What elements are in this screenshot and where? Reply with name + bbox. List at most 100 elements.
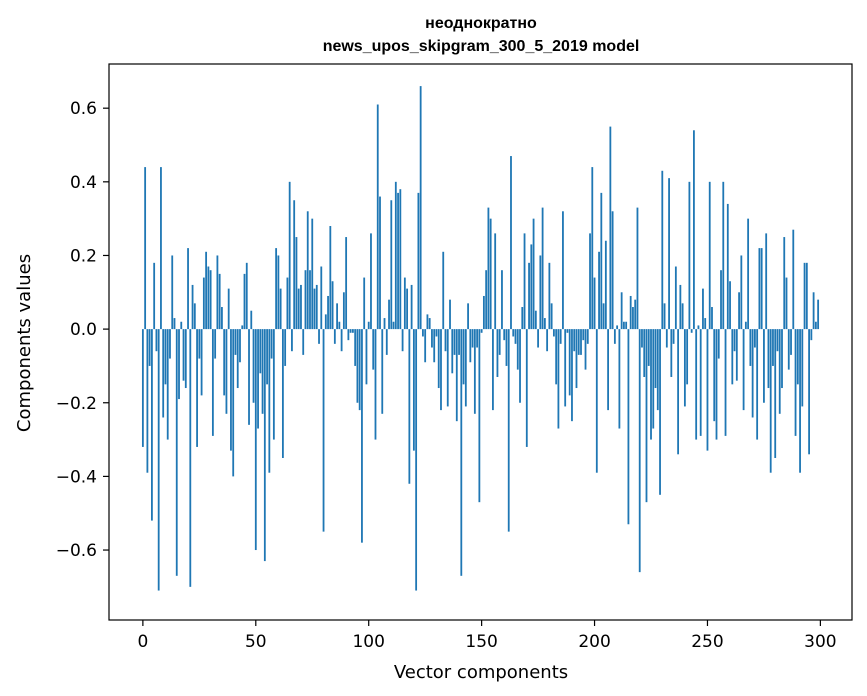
- bar: [670, 329, 673, 377]
- bar: [744, 321, 747, 330]
- bar: [580, 329, 582, 355]
- bar: [403, 277, 406, 330]
- bar: [374, 329, 377, 440]
- bar: [394, 181, 397, 330]
- bar: [783, 237, 786, 330]
- bar: [365, 329, 368, 385]
- bar: [555, 329, 558, 385]
- bar: [485, 270, 488, 330]
- bar: [796, 329, 799, 385]
- bar: [440, 329, 442, 411]
- bar: [505, 329, 508, 366]
- x-tick-label: 0: [137, 632, 148, 652]
- bar: [758, 248, 761, 330]
- bar: [503, 329, 506, 341]
- bar: [141, 329, 144, 447]
- bar: [763, 329, 765, 403]
- bar: [193, 303, 196, 330]
- bar: [148, 329, 151, 366]
- bar: [239, 329, 241, 363]
- bar: [241, 325, 244, 330]
- bar: [236, 329, 239, 389]
- bar: [810, 329, 813, 341]
- bar: [677, 329, 680, 455]
- bar: [604, 240, 607, 330]
- bar: [496, 329, 499, 377]
- bar: [275, 248, 278, 330]
- bar: [801, 329, 804, 407]
- bar: [187, 248, 189, 330]
- bar: [370, 233, 372, 330]
- bar: [295, 237, 298, 330]
- bar: [146, 329, 149, 473]
- bar: [367, 321, 370, 330]
- bar: [523, 233, 526, 330]
- bar: [519, 329, 521, 403]
- x-tick-label: 300: [804, 632, 836, 652]
- bar: [304, 270, 307, 330]
- bar: [426, 314, 429, 330]
- bar: [342, 292, 345, 330]
- bar: [478, 329, 481, 503]
- bar: [550, 303, 553, 330]
- bar: [787, 329, 790, 370]
- bar: [688, 181, 691, 330]
- y-axis-ticks: −0.6 −0.4 −0.2 0.0 0.2 0.4 0.6: [56, 99, 109, 561]
- bar: [460, 329, 463, 576]
- bar: [184, 329, 187, 389]
- bar: [805, 262, 808, 330]
- bar: [417, 192, 420, 330]
- x-tick-label: 250: [691, 632, 723, 652]
- bar: [354, 329, 357, 366]
- bar: [632, 307, 634, 330]
- bar: [252, 329, 255, 403]
- y-tick-label: −0.6: [56, 541, 97, 561]
- bar: [715, 329, 718, 440]
- bar: [444, 329, 447, 352]
- bar: [656, 329, 659, 411]
- bar: [582, 329, 585, 341]
- bar: [778, 329, 781, 414]
- bar: [245, 262, 248, 330]
- bar: [663, 303, 666, 330]
- bar: [216, 255, 219, 330]
- bar: [284, 329, 287, 366]
- bar: [498, 329, 501, 355]
- bar: [455, 329, 458, 422]
- bar: [320, 266, 323, 330]
- bar: [302, 329, 305, 355]
- bar: [408, 329, 411, 484]
- bar: [641, 329, 643, 348]
- bar: [230, 329, 232, 451]
- bar: [537, 329, 539, 348]
- bar: [191, 284, 194, 330]
- bar: [383, 318, 386, 330]
- bar: [704, 318, 707, 330]
- x-tick-label: 100: [352, 632, 384, 652]
- bar: [589, 233, 591, 330]
- bar: [422, 329, 424, 337]
- bar: [781, 329, 783, 389]
- bar: [175, 329, 178, 576]
- bar: [817, 299, 820, 330]
- chart-title-line2: news_upos_skipgram_300_5_2019 model: [323, 38, 640, 55]
- bar: [774, 329, 777, 458]
- bar: [162, 329, 165, 418]
- bar: [706, 329, 709, 451]
- bar: [297, 288, 300, 330]
- bar: [776, 329, 779, 352]
- bar: [613, 329, 616, 344]
- bar: [683, 329, 686, 407]
- bar: [634, 299, 637, 330]
- bar: [372, 329, 375, 370]
- bar: [514, 329, 517, 344]
- bar: [333, 329, 336, 344]
- bar: [747, 218, 750, 330]
- bar: [713, 329, 716, 422]
- bar: [306, 211, 309, 330]
- bar: [379, 196, 381, 330]
- bar: [790, 329, 792, 355]
- bar: [272, 329, 275, 440]
- bar: [214, 329, 217, 359]
